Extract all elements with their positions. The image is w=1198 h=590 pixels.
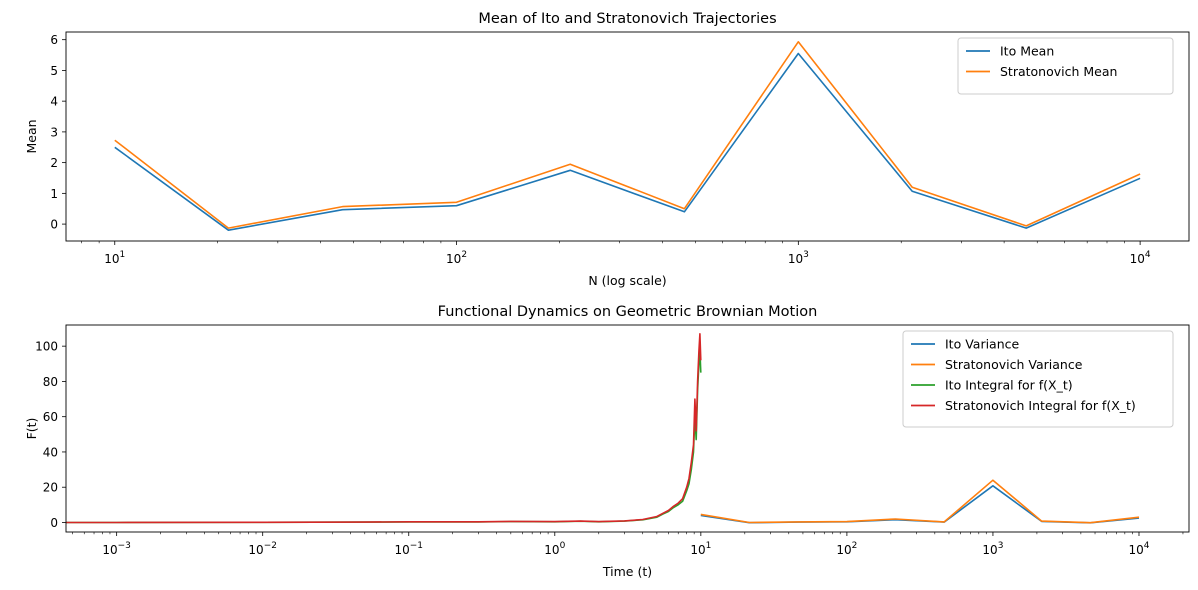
series-lines	[114, 40, 1141, 231]
series-line-2	[700, 479, 1140, 524]
x-tick-label: 103	[982, 541, 1003, 557]
y-tick-label: 100	[35, 340, 58, 354]
x-tick-label: 10−1	[394, 541, 423, 557]
x-tick-label: 103	[788, 250, 809, 266]
x-tick-label: 100	[544, 541, 565, 557]
x-tick-label: 10−3	[102, 541, 131, 557]
axes-frame	[65, 31, 1190, 242]
x-axis-label: N (log scale)	[588, 273, 666, 288]
x-tick-label: 101	[104, 250, 125, 266]
legend: Ito Mean Stratonovich Mean	[957, 37, 1174, 95]
y-tick-label: 60	[43, 410, 58, 424]
series-lines	[66, 332, 1140, 524]
y-tick-label: 4	[50, 95, 58, 109]
y-axis-label: Mean	[24, 119, 39, 153]
series-line-3	[66, 348, 702, 524]
x-tick-label: 104	[1128, 541, 1149, 557]
y-tick-label: 3	[50, 125, 58, 139]
x-tick-label: 102	[836, 541, 857, 557]
chart-title: Mean of Ito and Stratonovich Trajectorie…	[478, 11, 776, 27]
legend-entry: Ito Variance	[945, 337, 1020, 352]
chart-panel-2: Functional Dynamics on Geometric Brownia…	[24, 304, 1190, 579]
legend: Ito Variance Stratonovich Variance Ito Int…	[902, 330, 1174, 428]
y-tick-label: 2	[50, 156, 58, 170]
y-tick-label: 0	[50, 218, 58, 232]
x-axis-label: Time (t)	[602, 564, 652, 579]
y-tick-label: 20	[43, 481, 58, 495]
y-tick-label: 80	[43, 375, 58, 389]
legend-box	[957, 37, 1174, 95]
y-axis-label: F(t)	[24, 418, 39, 440]
series-line-1	[114, 52, 1141, 231]
chart-title: Functional Dynamics on Geometric Brownia…	[438, 304, 818, 320]
legend-entry: Stratonovich Mean	[1000, 64, 1117, 79]
y-tick-label: 0	[50, 516, 58, 530]
legend-box	[902, 330, 1174, 428]
series-line-4	[66, 332, 702, 524]
axes-frame	[65, 324, 1190, 533]
legend-entry: Stratonovich Variance	[945, 357, 1083, 372]
legend-entry: Ito Integral for f(X_t)	[945, 378, 1073, 393]
x-tick-label: 102	[446, 250, 467, 266]
x-tick-label: 101	[690, 541, 711, 557]
y-tick-label: 6	[50, 33, 58, 47]
y-tick-label: 1	[50, 187, 58, 201]
legend-entry: Ito Mean	[1000, 44, 1054, 59]
series-line-1	[700, 484, 1140, 524]
series-line-2	[114, 40, 1141, 229]
x-tick-label: 104	[1130, 250, 1151, 266]
legend-entry: Stratonovich Integral for f(X_t)	[945, 398, 1136, 413]
y-tick-label: 40	[43, 445, 58, 459]
y-tick-label: 5	[50, 64, 58, 78]
x-tick-label: 10−2	[248, 541, 277, 557]
chart-panel-1: Mean of Ito and Stratonovich Trajectorie…	[24, 11, 1190, 288]
